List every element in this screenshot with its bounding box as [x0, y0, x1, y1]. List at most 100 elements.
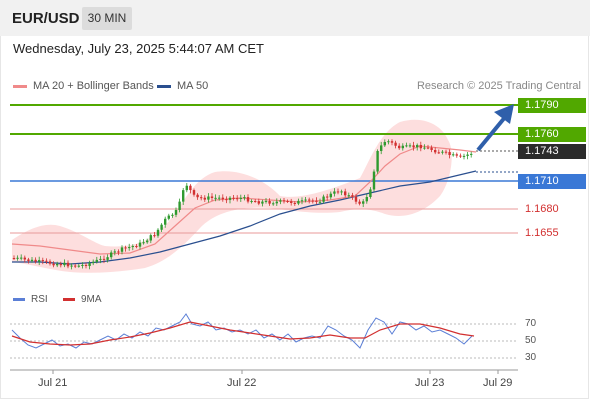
candle-body: [59, 263, 62, 266]
candle-body: [264, 200, 268, 202]
candle-body: [297, 200, 300, 204]
candle-body: [131, 246, 134, 248]
candle-body: [66, 262, 70, 267]
candle-body: [372, 171, 376, 190]
level-label-1710: 1.1710: [518, 174, 586, 189]
candle-body: [214, 197, 217, 199]
candle-body: [308, 199, 311, 201]
candle-body: [218, 197, 221, 199]
timeframe-button[interactable]: 30 MIN: [82, 7, 132, 30]
candle-body: [56, 263, 59, 266]
candle-body: [462, 155, 466, 157]
level-label-1680: 1.1680: [525, 203, 559, 215]
candle-body: [48, 261, 52, 264]
x-label-jul23: Jul 23: [415, 377, 445, 389]
candle-body: [272, 203, 275, 205]
copyright-text: Research © 2025 Trading Central: [416, 80, 581, 92]
candle-body: [426, 147, 430, 149]
candle-body: [336, 191, 340, 193]
candle-body: [146, 240, 149, 243]
candle-body: [369, 189, 372, 198]
candle-body: [268, 200, 271, 204]
candle-body: [225, 199, 228, 201]
rsi-ma-swatch: [63, 298, 75, 301]
candle-body: [326, 196, 329, 198]
candle-body: [74, 265, 77, 267]
x-label-jul29: Jul 29: [483, 377, 513, 389]
candle-body: [207, 196, 210, 200]
candle-body: [84, 264, 88, 267]
candle-body: [390, 141, 394, 143]
candle-body: [210, 196, 214, 198]
candle-body: [459, 155, 462, 157]
candle-body: [441, 151, 444, 153]
forecast-arrow-shaft: [476, 114, 508, 152]
candle-body: [70, 265, 73, 267]
candle-body: [164, 218, 167, 225]
candle-body: [254, 201, 257, 203]
candle-body: [434, 150, 437, 153]
candle-body: [282, 200, 286, 202]
candle-body: [401, 145, 404, 149]
candle-body: [394, 142, 397, 146]
candle-body: [430, 147, 433, 151]
candle-body: [293, 202, 296, 204]
ma20-swatch: [13, 84, 27, 88]
rsi-tick-30: 30: [525, 352, 537, 363]
ma20-label: MA 20 + Bollinger Bands: [33, 80, 154, 92]
candle-body: [106, 257, 109, 260]
candle-body: [236, 198, 239, 200]
candle-body: [16, 257, 19, 259]
candle-body: [30, 259, 34, 261]
candle-body: [315, 200, 318, 202]
rsi-ma-line: [11, 321, 475, 346]
candle-body: [387, 141, 390, 143]
candle-body: [92, 261, 95, 264]
legend-rsi: RSI: [13, 294, 48, 305]
candle-body: [189, 185, 192, 191]
rsi-line: [11, 313, 473, 349]
candle-body: [246, 197, 250, 202]
candle-body: [41, 260, 44, 262]
level-label-1655: 1.1655: [525, 227, 559, 239]
candle-body: [174, 209, 178, 215]
candle-body: [102, 258, 106, 260]
candle-body: [275, 201, 278, 204]
candle-body: [286, 201, 289, 203]
candle-body: [153, 235, 156, 237]
candle-body: [365, 197, 368, 202]
level-label-1790: 1.1790: [518, 98, 586, 113]
candle-body: [322, 196, 325, 202]
level-label-last-price: 1.1743: [518, 144, 586, 159]
legend-ma20: MA 20 + Bollinger Bands: [13, 80, 154, 92]
ma50-label: MA 50: [177, 80, 209, 92]
candle-body: [383, 141, 386, 146]
candle-body: [221, 197, 224, 200]
candle-body: [344, 191, 347, 196]
legend-rsi-ma: 9MA: [63, 294, 102, 305]
candle-body: [142, 242, 145, 244]
candle-body: [419, 144, 422, 149]
rsi-swatch: [13, 298, 25, 301]
candle-body: [416, 144, 419, 148]
candle-body: [124, 247, 127, 249]
candle-body: [171, 214, 174, 216]
candle-body: [279, 200, 282, 202]
candle-body: [228, 197, 232, 200]
candle-body: [77, 265, 80, 267]
candle-body: [448, 152, 451, 156]
candle-body: [347, 195, 350, 197]
candle-body: [437, 152, 440, 154]
instrument-title: EUR/USD: [12, 10, 80, 27]
rsi-ma-label: 9MA: [81, 294, 102, 305]
candle-body: [470, 153, 473, 155]
candle-body: [290, 201, 293, 203]
candle-body: [196, 194, 199, 198]
candle-body: [423, 147, 426, 149]
x-label-jul21: Jul 21: [38, 377, 68, 389]
rsi-tick-70: 70: [525, 318, 537, 329]
candle-body: [466, 154, 469, 156]
candle-body: [455, 154, 458, 156]
candle-body: [304, 199, 307, 201]
